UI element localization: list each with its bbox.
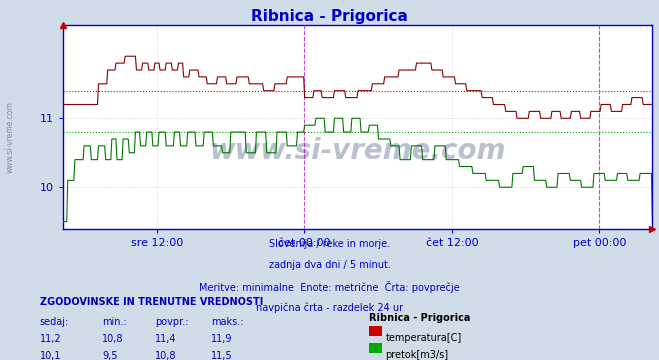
Text: pretok[m3/s]: pretok[m3/s] <box>386 350 449 360</box>
Text: 10,8: 10,8 <box>102 334 124 344</box>
Text: www.si-vreme.com: www.si-vreme.com <box>5 101 14 173</box>
Text: 11,4: 11,4 <box>155 334 177 344</box>
Text: min.:: min.: <box>102 317 127 327</box>
Text: maks.:: maks.: <box>211 317 243 327</box>
Text: 11,5: 11,5 <box>211 351 233 360</box>
Text: ZGODOVINSKE IN TRENUTNE VREDNOSTI: ZGODOVINSKE IN TRENUTNE VREDNOSTI <box>40 297 263 307</box>
Text: www.si-vreme.com: www.si-vreme.com <box>210 137 505 165</box>
Text: Ribnica - Prigorica: Ribnica - Prigorica <box>251 9 408 24</box>
Text: temperatura[C]: temperatura[C] <box>386 333 462 343</box>
Text: sedaj:: sedaj: <box>40 317 69 327</box>
Text: navpična črta - razdelek 24 ur: navpična črta - razdelek 24 ur <box>256 302 403 312</box>
Text: zadnja dva dni / 5 minut.: zadnja dva dni / 5 minut. <box>269 260 390 270</box>
Text: 11,9: 11,9 <box>211 334 233 344</box>
Text: Meritve: minimalne  Enote: metrične  Črta: povprečje: Meritve: minimalne Enote: metrične Črta:… <box>199 281 460 293</box>
Text: 11,2: 11,2 <box>40 334 61 344</box>
Text: 10,8: 10,8 <box>155 351 177 360</box>
Text: Slovenija / reke in morje.: Slovenija / reke in morje. <box>269 239 390 249</box>
Text: 10,1: 10,1 <box>40 351 61 360</box>
Text: povpr.:: povpr.: <box>155 317 188 327</box>
Text: Ribnica - Prigorica: Ribnica - Prigorica <box>369 313 471 323</box>
Text: 9,5: 9,5 <box>102 351 118 360</box>
